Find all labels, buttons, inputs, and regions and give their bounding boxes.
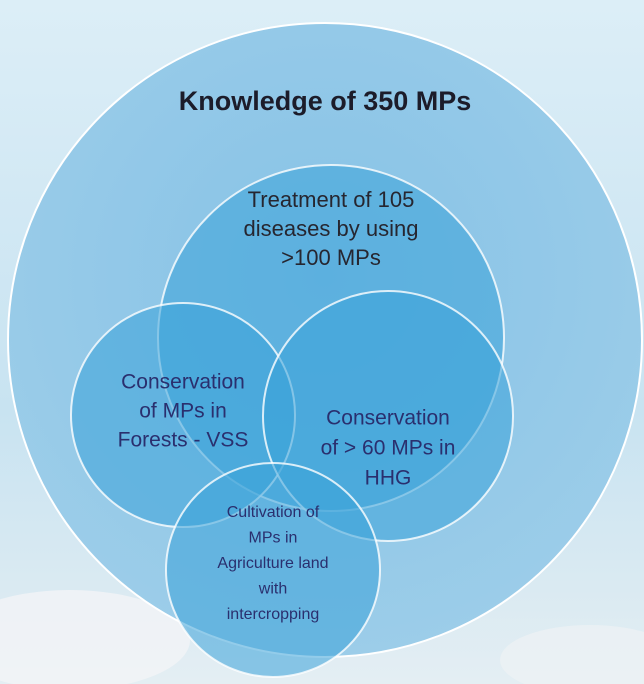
circle-label: Forests - VSS [118, 429, 249, 452]
circle-label: Conservation [121, 371, 245, 394]
cloud [0, 590, 190, 684]
circle-label: intercropping [227, 606, 320, 623]
circle-label: of MPs in [139, 400, 227, 423]
circle-cultivation [165, 462, 381, 678]
circle-label: diseases by using [244, 216, 419, 241]
circle-label: Conservation [326, 407, 450, 430]
circle-label: MPs in [249, 530, 298, 547]
circle-label: of > 60 MPs in [321, 437, 456, 460]
circle-label: Cultivation of [227, 504, 320, 521]
circle-label: >100 MPs [281, 245, 381, 270]
circle-label: HHG [365, 467, 412, 490]
title: Knowledge of 350 MPs [179, 86, 472, 116]
circle-label: with [258, 581, 287, 598]
circle-label: Agriculture land [217, 555, 328, 572]
cloud [500, 625, 644, 684]
circle-label: Treatment of 105 [248, 187, 415, 212]
